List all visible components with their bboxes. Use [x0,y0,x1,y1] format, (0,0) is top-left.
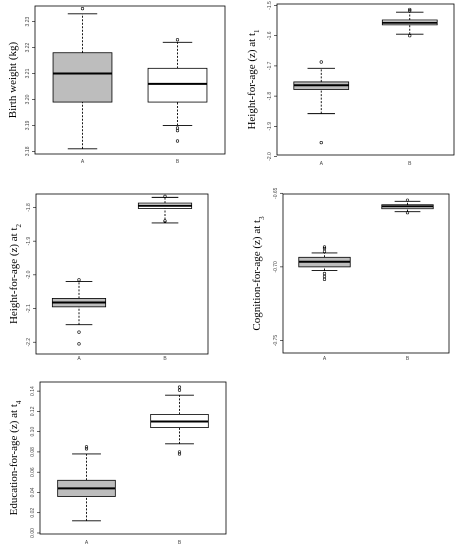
y-tick-label: -2.2 [26,338,32,347]
outlier-a [84,447,89,451]
y-tick-label: 0.06 [30,467,36,477]
y-tick-label: -1.9 [267,122,273,131]
y-axis-label: Education-for-age (z) at t4 [8,400,23,515]
x-tick-label-a: A [323,356,327,362]
outlier-b [408,34,412,38]
y-tick-label: 3.21 [25,68,31,78]
outlier-b [405,198,410,202]
outlier-b [177,388,182,392]
outlier-b [405,211,410,215]
x-tick-label-a: A [81,159,85,165]
y-tick-label: -1.5 [267,1,273,10]
chart-svg-height-t2: Height-for-age (z) at t2 -2.2 -2.1 -2.0 -1.9… [8,193,209,362]
y-tick-label: -2.1 [26,304,32,313]
x-tick-label-b: B [163,356,167,362]
x-tick-label-a: A [320,161,324,167]
outlier-b [175,38,180,42]
outlier-a [77,330,81,334]
outlier-b [163,219,167,223]
outlier-b [177,452,182,456]
outlier-b [175,129,180,133]
chart-svg-birth-weight: Birth weight (kg) 3.18 3.19 3.20 3.21 3.22 3.2… [7,5,226,165]
y-tick-label: 3.23 [25,16,31,26]
y-tick-label: -2.0 [267,152,273,161]
chart-svg-cognition-t3: Cognition-for-age (z) at t3 -0.75 -0.70 -0.… [251,187,450,362]
x-tick-label-b: B [176,159,180,165]
outlier-a [322,245,327,249]
y-tick-label: 0.04 [30,487,36,497]
y-tick-label: -0.70 [273,261,279,273]
outlier-a [77,278,81,282]
x-tick-label-a: A [77,356,81,362]
outlier-a [319,60,323,64]
outlier-b [175,126,180,130]
outlier-b [408,9,412,13]
box-a [52,52,113,103]
y-tick-label: 3.20 [25,94,31,104]
y-tick-label: 0.00 [30,528,36,538]
outlier-a [322,271,327,276]
x-tick-label-b: B [178,540,182,546]
y-tick-label: -1.8 [26,203,32,212]
chart-svg-height-t1: Height-for-age (z) at t1 -2.0 -1.9 -1.8 -1.7… [246,1,455,167]
x-tick-label-a: A [85,540,89,546]
outlier-a [322,274,327,279]
outlier-a [80,6,85,11]
y-tick-label: -1.9 [26,237,32,246]
outlier-a [319,141,323,145]
outlier-b [163,194,167,198]
plot-frame [34,5,226,155]
y-tick-label: 0.02 [30,508,36,518]
chart-panel-height-t2: Height-for-age (z) at t2 -2.2 -2.1 -2.0 -1.9… [0,188,230,363]
outlier-a [322,277,327,281]
y-tick-label: 0.14 [30,386,36,396]
chart-panel-height-t1: Height-for-age (z) at t1 -2.0 -1.9 -1.8 -1.7… [237,0,474,168]
chart-svg-education-t4: Education-for-age (z) at t4 0.00 0.02 0.04 0… [8,381,227,546]
y-tick-label: 3.22 [25,42,31,52]
y-tick-label: 0.12 [30,406,36,416]
y-tick-label: -0.65 [273,188,279,199]
chart-panel-education-t4: Education-for-age (z) at t4 0.00 0.02 0.04 0… [0,376,230,550]
outlier-b [177,385,182,389]
y-tick-label: -1.7 [267,61,273,70]
plot-frame [35,193,209,355]
chart-panel-birth-weight: Birth weight (kg) 3.18 3.19 3.20 3.21 3.22 3.2… [0,0,230,168]
outlier-a [322,246,327,251]
y-tick-label: -1.8 [267,92,273,101]
y-tick-label: 0.08 [30,447,36,457]
y-axis-label: Cognition-for-age (z) at t3 [251,216,266,331]
x-tick-label-b: B [406,356,410,362]
y-tick-label: -1.6 [267,31,273,40]
y-tick-label: 0.10 [30,427,36,437]
y-axis-label: Birth weight (kg) [7,41,19,118]
box-b [147,67,208,103]
y-tick-label: 3.19 [25,120,31,130]
plot-frame [282,193,450,354]
x-tick-label-b: B [408,161,412,167]
y-tick-label: 3.18 [25,146,31,156]
outlier-a [84,445,89,449]
outlier-b [175,139,180,143]
outlier-b [177,450,182,454]
outlier-b [408,7,412,12]
y-tick-label: -2.0 [26,270,32,279]
y-tick-label: -0.75 [273,335,279,347]
y-axis-label: Height-for-age (z) at t1 [246,29,261,130]
y-axis-label: Height-for-age (z) at t2 [8,223,23,324]
chart-panel-cognition-t3: Cognition-for-age (z) at t3 -0.75 -0.70 -0.… [240,187,474,363]
outlier-a [77,342,81,346]
plot-frame [276,3,455,156]
outlier-a [322,249,327,254]
plot-frame [39,381,227,535]
